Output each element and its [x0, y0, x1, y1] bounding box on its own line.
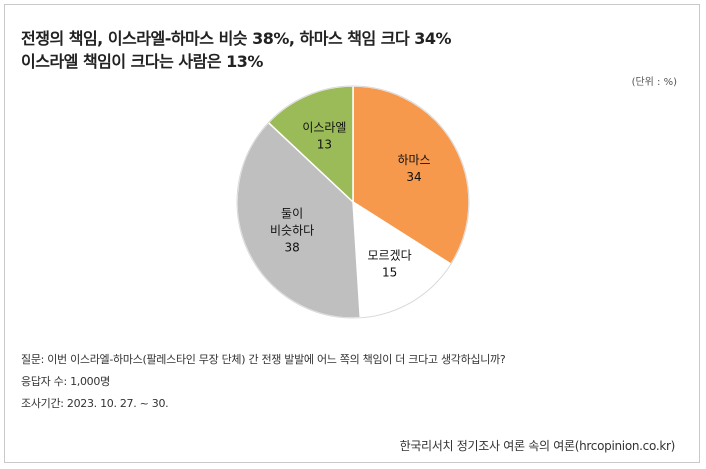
chart-title: 전쟁의 책임, 이스라엘-하마스 비슷 38%, 하마스 책임 크다 34% 이… — [21, 27, 452, 73]
survey-period-text: 조사기간: 2023. 10. 27. ~ 30. — [21, 397, 169, 410]
pie-slice-label-2: 둘이 비슷하다 38 — [270, 207, 314, 255]
source-credit: 한국리서치 정기조사 여론 속의 여론(hrcopinion.co.kr) — [399, 439, 676, 453]
question-text: 질문: 이번 이스라엘-하마스(팔레스타인 무장 단체) 간 전쟁 발발에 어느… — [21, 353, 506, 366]
unit-label: (단위 : %) — [631, 77, 677, 88]
title-line-2: 이스라엘 책임이 크다는 사람은 13% — [21, 52, 263, 71]
respondents-text: 응답자 수: 1,000명 — [21, 375, 110, 388]
pie-slice-label-1: 모르겠다 15 — [368, 248, 412, 279]
pie-slice-label-3: 이스라엘 13 — [302, 121, 346, 152]
pie-outline — [236, 85, 470, 319]
survey-notes: 질문: 이번 이스라엘-하마스(팔레스타인 무장 단체) 간 전쟁 발발에 어느… — [21, 349, 506, 415]
pie-chart: 하마스 34 모르겠다 15 둘이 비슷하다 38 이스라엘 13 — [236, 85, 470, 319]
chart-frame: 전쟁의 책임, 이스라엘-하마스 비슷 38%, 하마스 책임 크다 34% 이… — [4, 4, 700, 463]
pie-slice-label-0: 하마스 34 — [397, 153, 430, 184]
title-line-1: 전쟁의 책임, 이스라엘-하마스 비슷 38%, 하마스 책임 크다 34% — [21, 29, 452, 48]
